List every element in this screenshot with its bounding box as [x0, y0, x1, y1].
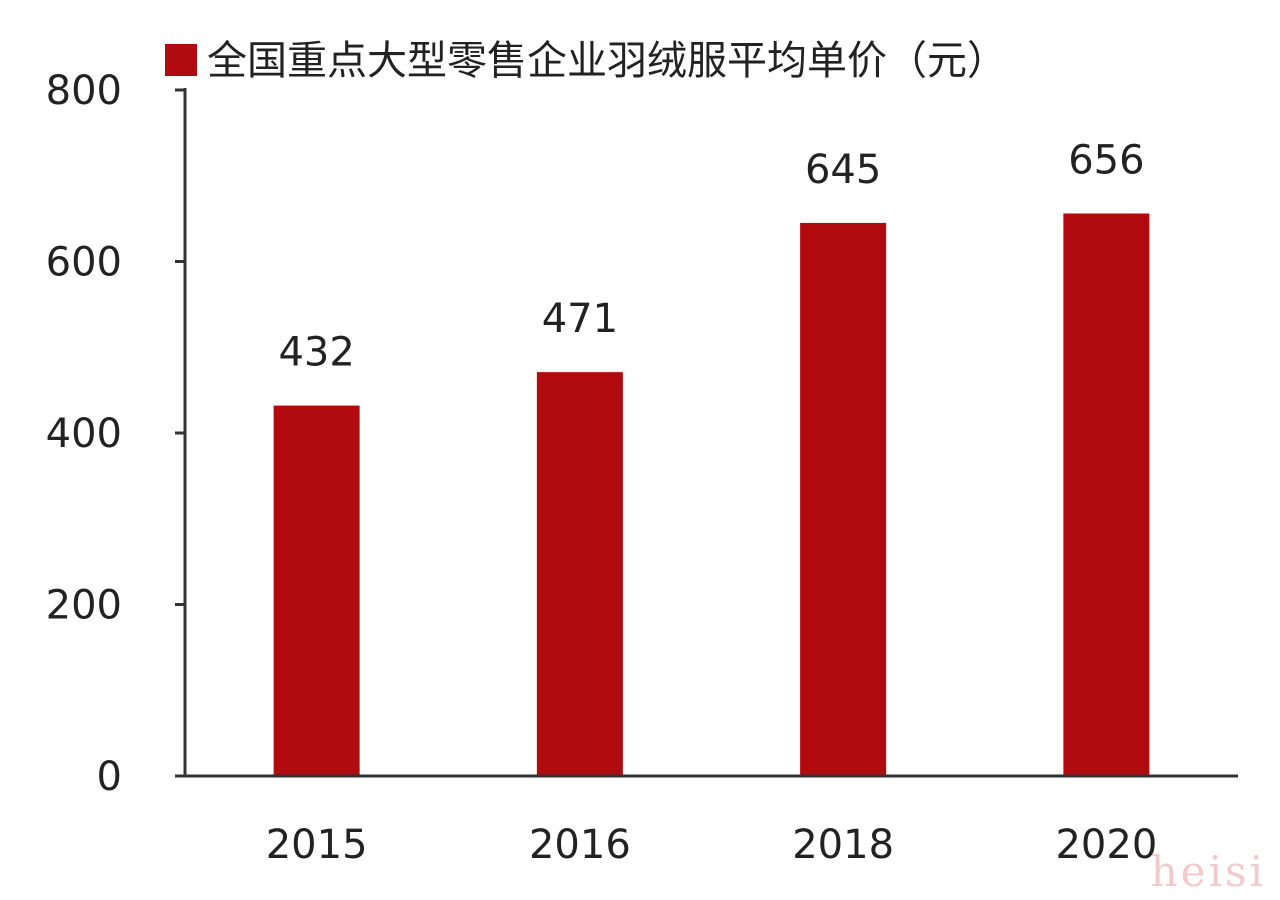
bar-2016 [536, 372, 623, 776]
y-tick-label: 200 [46, 583, 122, 629]
y-tick-label: 400 [46, 411, 122, 457]
data-labels: 432 471 645 656 [278, 137, 1144, 375]
watermark-text: heisi [1151, 847, 1266, 896]
data-label-2015: 432 [278, 330, 354, 376]
x-tick-label-2016: 2016 [529, 822, 631, 868]
bars [273, 213, 1150, 777]
data-label-2018: 645 [805, 147, 881, 193]
legend-label: 全国重点大型零售企业羽绒服平均单价（元） [207, 38, 1007, 84]
y-axis: 0 200 400 600 800 [46, 68, 185, 800]
bar-2015 [273, 405, 360, 776]
data-label-2016: 471 [542, 296, 618, 342]
y-tick-label: 800 [46, 68, 122, 114]
bar-2018 [800, 222, 887, 777]
y-tick-label: 0 [97, 754, 122, 800]
x-tick-label-2018: 2018 [792, 822, 894, 868]
legend-swatch [165, 44, 197, 76]
data-label-2020: 656 [1068, 137, 1144, 183]
x-tick-label-2015: 2015 [266, 822, 368, 868]
y-tick-label: 600 [46, 240, 122, 286]
x-axis: 2015 2016 2018 2020 [266, 822, 1158, 868]
x-tick-label-2020: 2020 [1055, 822, 1157, 868]
bar-2020 [1063, 213, 1150, 777]
legend: 全国重点大型零售企业羽绒服平均单价（元） [165, 38, 1007, 84]
